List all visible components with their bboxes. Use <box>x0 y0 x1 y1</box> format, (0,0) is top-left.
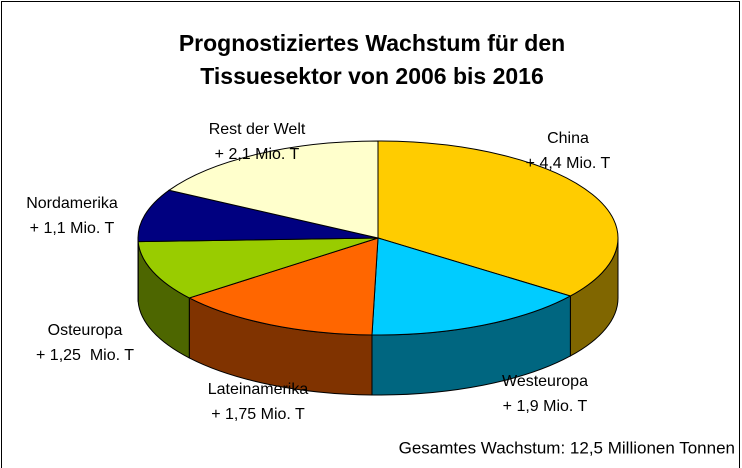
value-label: + 1,1 Mio. T <box>30 220 115 237</box>
pie-slice <box>137 189 379 243</box>
slice-label: Lateinamerika <box>208 381 309 398</box>
value-label: + 1,25 Mio. T <box>36 347 134 364</box>
slice-label: Osteuropa <box>48 322 123 339</box>
slice-label: China <box>547 130 589 147</box>
pie-slice <box>187 237 379 336</box>
chart-title: Prognostiziertes Wachstum für den <box>179 30 565 56</box>
annotation: Gesamtes Wachstum: 12,5 Millionen Tonnen <box>399 438 735 457</box>
value-label: + 1,75 Mio. T <box>211 406 305 423</box>
pie-slice <box>137 237 379 299</box>
slice-label: Rest der Welt <box>209 121 306 138</box>
pie-slice <box>377 140 619 297</box>
pie-slice <box>371 237 572 336</box>
value-label: + 2,1 Mio. T <box>215 146 300 163</box>
pie-slice <box>167 140 379 239</box>
value-label: + 1,9 Mio. T <box>503 398 588 415</box>
slice-label: Westeuropa <box>502 373 588 390</box>
value-label: + 4,4 Mio. T <box>526 155 611 172</box>
chart-title: Tissuesektor von 2006 bis 2016 <box>200 63 544 89</box>
slice-label: Nordamerika <box>26 195 118 212</box>
